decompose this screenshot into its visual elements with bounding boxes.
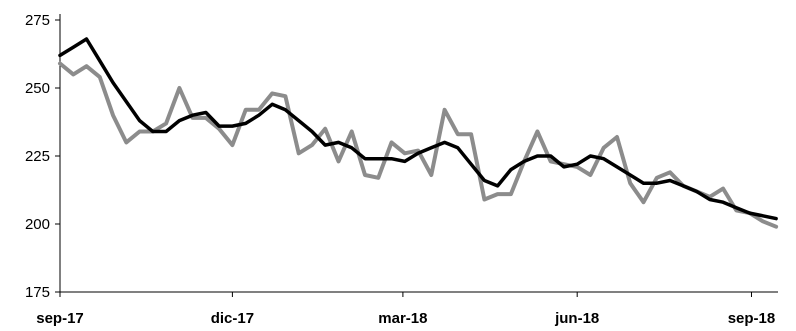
y-tick-label: 175 — [25, 284, 50, 301]
y-tick-label: 250 — [25, 80, 50, 97]
series-line-1 — [58, 61, 779, 229]
y-tick-label: 225 — [25, 148, 50, 165]
y-tick-label: 200 — [25, 216, 50, 233]
series-line-2 — [58, 37, 778, 221]
x-tick-label: dic-17 — [211, 310, 254, 327]
x-axis-ticks: sep-17 dic-17 mar-18 jun-18 sep-18 — [36, 292, 775, 327]
x-tick-label: sep-17 — [36, 310, 84, 327]
x-tick-label: mar-18 — [378, 310, 427, 327]
series-group — [58, 37, 779, 229]
x-tick-label: sep-18 — [728, 310, 776, 327]
y-axis-ticks: 175 200 225 250 275 — [25, 12, 60, 301]
y-tick-label: 275 — [25, 12, 50, 29]
x-tick-label: jun-18 — [554, 310, 599, 327]
